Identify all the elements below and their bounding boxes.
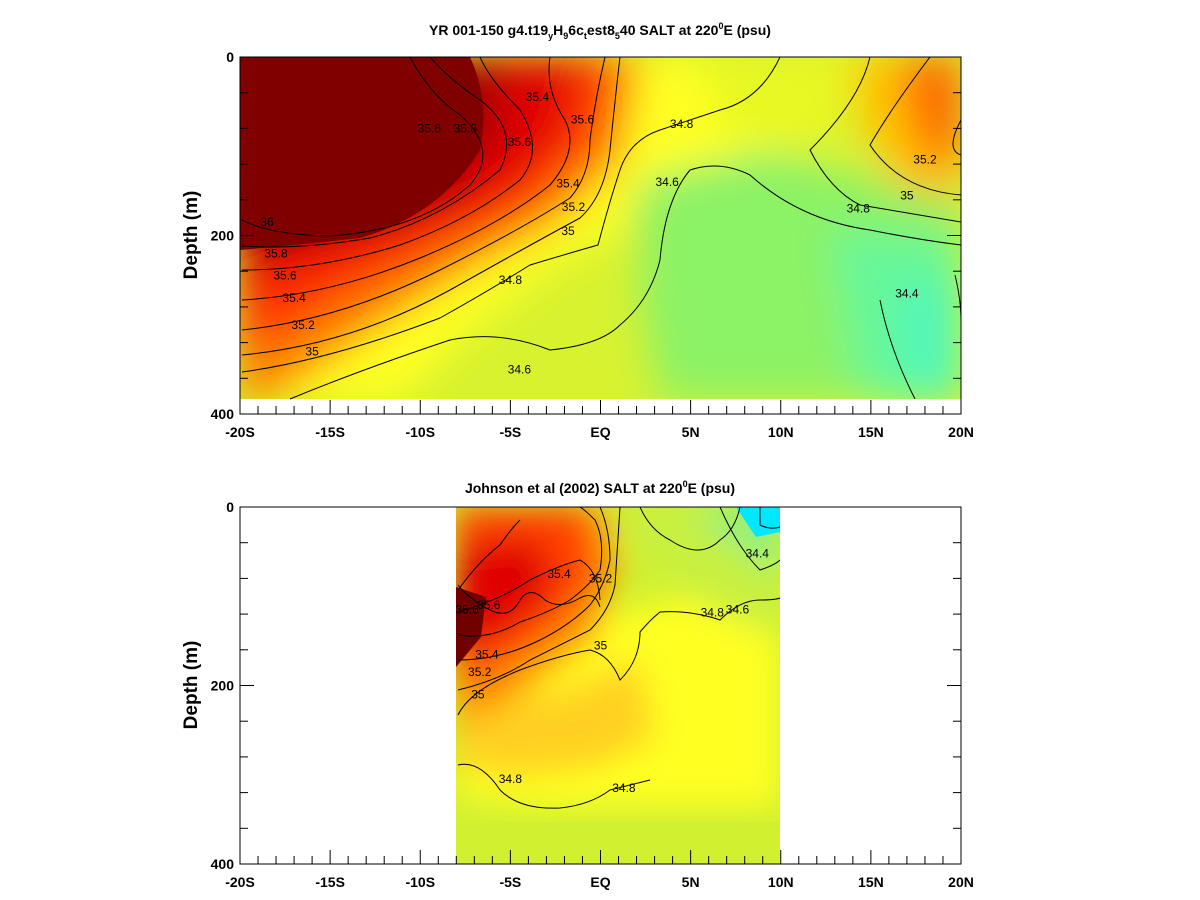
contour-label: 34.6 [508,362,532,376]
contour-label: 35.4 [526,90,550,104]
x-tick-label: -15S [315,424,345,440]
x-tick-labels: -20S -15S -10S -5S EQ 5N 10N 15N 20N [225,874,974,890]
y-tick-label: 400 [211,406,235,422]
model-panel-title: YR 001-150 g4.t19yH96ctest8540 SALT at 2… [429,21,771,41]
title-segment: H [553,22,563,38]
contour-label: 35.6 [273,269,297,283]
x-tick-label: EQ [590,874,610,890]
contour-label: 35.2 [589,571,613,585]
x-tick-label: -5S [499,424,521,440]
contour-label: 35.4 [556,177,580,191]
contour-labels: 35.4 35.6 35.8 35.6 35.6 35.4 35.2 35 34.8 34.6 35… [260,90,937,376]
x-tick-label: 15N [858,424,884,440]
contour-label: 35.6 [571,112,595,126]
y-tick-label: 200 [211,678,235,694]
contour-label: 35.6 [477,598,501,612]
contour-label: 35.2 [291,318,315,332]
model-salinity-panel: YR 001-150 g4.t19yH96ctest8540 SALT at 2… [181,21,974,440]
title-segment: 0 [683,479,688,489]
x-tick-label: 10N [768,874,794,890]
contour-label: 34.6 [726,603,750,617]
title-segment: 6c [568,22,584,38]
title-segment: 9 [563,31,568,41]
observed-salinity-panel: Johnson et al (2002) SALT at 2200E (psu) [181,479,974,890]
contour-label: 35 [305,345,319,359]
title-segment: YR 001-150 g4.t19 [429,22,548,38]
y-tick-labels: 0 200 400 [211,499,235,872]
axis-ticks [239,56,962,415]
title-segment: 0 [718,21,723,31]
contour-label: 34.8 [670,117,694,131]
title-segment: 40 SALT at 220 [620,22,719,38]
x-tick-label: -15S [315,874,345,890]
x-tick-label: -5S [499,874,521,890]
observed-panel-title: Johnson et al (2002) SALT at 2200E (psu) [465,479,735,496]
title-segment: y [548,31,553,41]
x-tick-labels: -20S -15S -10S -5S EQ 5N 10N 15N 20N [225,424,974,440]
x-tick-label: -10S [405,874,435,890]
x-tick-label: -10S [405,424,435,440]
y-axis-title: Depth (m) [181,641,202,730]
x-tick-label: EQ [590,424,610,440]
contour-label: 35.4 [282,291,306,305]
contour-label: 35.2 [468,665,492,679]
contour-label: 34.6 [656,175,680,189]
y-tick-label: 0 [226,49,234,65]
y-axis-title: Depth (m) [181,191,202,280]
contour-label: 35 [471,687,485,701]
contour-label: 35.2 [913,153,937,167]
contour-label: 35.6 [418,121,442,135]
contour-label: 34.8 [499,772,523,786]
contour-label: 35.6 [508,135,532,149]
title-segment: Johnson et al (2002) SALT at 220 [465,480,683,496]
y-tick-label: 200 [211,228,235,244]
contour-label: 35.8 [264,246,288,260]
x-tick-label: 20N [948,424,974,440]
title-segment: est8 [587,22,615,38]
contour-label: 35 [561,224,575,238]
contour-label: 34.4 [895,287,919,301]
x-tick-label: -20S [225,424,255,440]
contour-label: 34.8 [612,781,636,795]
contour-label: 35.8 [454,121,478,135]
title-segment: E (psu) [688,480,735,496]
title-segment: E (psu) [723,22,770,38]
contour-label: 35 [594,638,608,652]
x-tick-label: -20S [225,874,255,890]
x-tick-label: 5N [682,424,700,440]
contour-label: 35.2 [562,200,586,214]
contour-label: 35.6 [455,603,479,617]
x-tick-label: 20N [948,874,974,890]
contour-label: 35.4 [547,567,571,581]
contour-label: 34.8 [701,605,725,619]
title-segment: t [584,31,587,41]
y-tick-labels: 0 200 400 [211,49,235,422]
contour-label: 35 [900,188,914,202]
salinity-field [456,507,780,864]
contour-label: 36 [260,215,274,229]
contour-label: 34.8 [847,202,871,216]
axis-ticks [239,506,962,865]
contour-lines [241,57,961,400]
y-tick-label: 400 [211,856,235,872]
contour-label: 34.8 [499,273,523,287]
x-tick-label: 15N [858,874,884,890]
contour-lines [457,507,781,809]
x-tick-label: 10N [768,424,794,440]
title-segment: 5 [615,31,620,41]
x-tick-label: 5N [682,874,700,890]
contour-label: 34.4 [746,546,770,560]
y-tick-label: 0 [226,499,234,515]
contour-label: 35.4 [475,647,499,661]
